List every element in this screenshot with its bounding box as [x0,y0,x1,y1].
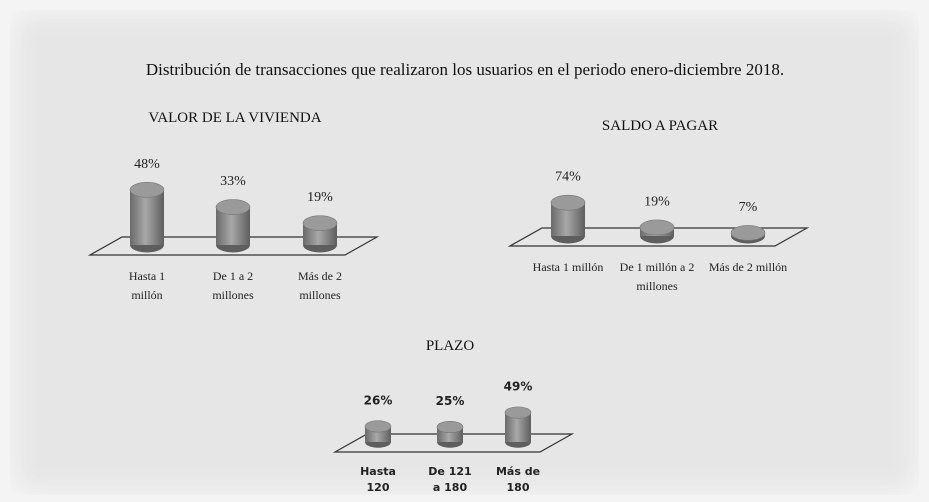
chart-title: SALDO A PAGAR [602,118,718,134]
value-label: 26% [364,393,393,407]
bar-top [550,194,586,211]
value-label: 19% [644,194,670,209]
category-label: De 1 millón a 2 millones [619,260,695,293]
bar-top [504,406,532,419]
category-label: Más de 180 [495,465,541,494]
bar [130,189,164,245]
bar-top [302,215,338,231]
platform [507,227,810,247]
category-label: De 121 a 180 [428,465,472,494]
category-label: De 1 a 2 millones [212,269,254,302]
chart-title: PLAZO [426,338,475,354]
bar-top [215,199,251,215]
chart-title: VALOR DE LA VIVIENDA [148,110,321,126]
bar-top [436,420,464,434]
value-label: 33% [220,174,246,189]
value-label: 48% [134,157,160,172]
bar-top [639,219,675,236]
value-label: 25% [436,394,465,408]
value-label: 49% [504,380,533,394]
bar-top [364,420,392,433]
platform [87,236,380,256]
page-title: Distribución de transacciones que realiz… [146,60,784,79]
platform [332,433,575,453]
panel [10,10,919,495]
category-label: Más de 2 millones [298,269,342,302]
bar-top [730,225,766,241]
value-label: 19% [307,190,333,205]
bar-top [129,182,165,198]
value-label: 74% [555,170,581,185]
category-label: Hasta 120 [360,465,396,494]
value-label: 7% [739,200,758,215]
category-label: Hasta 1 millón [532,260,604,274]
category-label: Hasta 1 millón [128,269,166,302]
category-label: Más de 2 millón [708,260,788,274]
